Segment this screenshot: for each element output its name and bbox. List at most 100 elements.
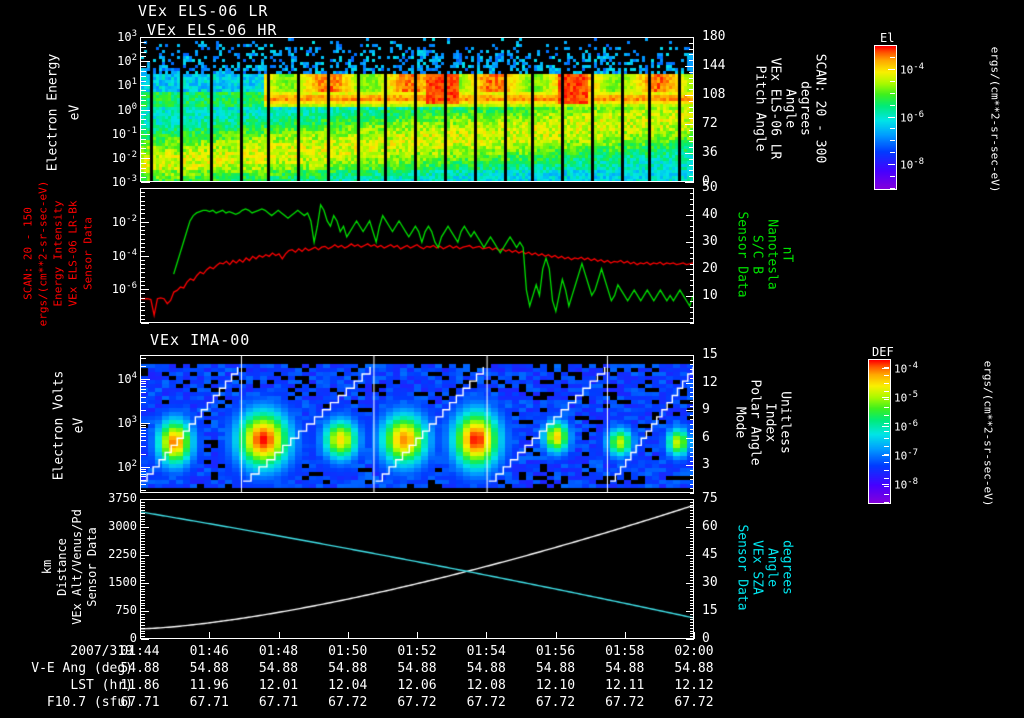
panel4-right-minor-tick [690, 583, 694, 584]
panel4-right-tick: 60 [702, 519, 718, 534]
table-cell: 54.88 [189, 661, 229, 676]
table-cell: 67.72 [535, 695, 576, 710]
panel1-left-minor-tick [141, 99, 146, 101]
panel2-left-tick-mark [141, 200, 145, 202]
panel4-left-minor-tick [141, 538, 145, 540]
panel4-left-minor-tick [141, 597, 145, 598]
panel3-right-minor-tick [690, 382, 694, 384]
panel2-right-minor-tick [690, 306, 694, 308]
table-cell: 01:56 [535, 644, 576, 659]
panel3-left-minor-tick [141, 440, 146, 442]
panel1-left-minor-tick [141, 70, 146, 72]
colorbar1-minor-tick [890, 140, 895, 142]
panel2-left-tick-mark [141, 242, 145, 244]
panel4-left-major-tick [141, 527, 149, 528]
panel2-right-minor-tick [690, 236, 694, 238]
panel4-left-tick: 3000 [108, 519, 137, 533]
panel3-right-minor-tick [690, 419, 694, 421]
panel2-left-tick-mark [141, 280, 145, 282]
panel2-right-minor-tick [690, 231, 694, 233]
table-row-label: LST (hr) [70, 678, 133, 693]
panel3-right-minor-tick [690, 378, 694, 379]
panel3-right-minor-tick [690, 391, 694, 393]
panel4-right-minor-tick [690, 529, 694, 531]
panel1-left-minor-tick [141, 41, 146, 43]
panel1-left-minor-tick [141, 167, 146, 169]
panel1-left-minor-tick [141, 119, 146, 121]
panel1-left-tick: 10-1 [111, 125, 137, 141]
colorbar2-minor-tick [884, 414, 889, 416]
panel4-left-minor-tick [141, 501, 145, 503]
colorbar1-minor-tick [890, 92, 895, 94]
panel1-right-minor-tick [689, 100, 694, 102]
table-row-label: V-E Ang (deg) [31, 661, 133, 676]
panel4-right-tick: 75 [702, 491, 718, 506]
panel4-left-minor-tick [141, 580, 145, 582]
panel4-right-minor-tick [690, 555, 694, 556]
panel3-left-tick: 103 [117, 414, 137, 430]
panel2-left-tick-mark [141, 209, 145, 211]
panel1-right-major-tick [685, 37, 694, 38]
panel3-right-minor-tick [690, 460, 694, 462]
panel4-left-tick: 3750 [108, 491, 137, 505]
panel4-left-minor-tick [141, 613, 145, 615]
panel4-left-minor-tick [141, 521, 145, 523]
panel2-left-tick-mark [141, 234, 145, 236]
panel2-right-minor-tick [690, 215, 694, 216]
panel4-left-minor-tick [141, 588, 145, 590]
panel3-right-minor-tick [690, 433, 694, 435]
panel1-right-minor-tick [689, 60, 694, 62]
panel3-right-minor-tick [690, 368, 694, 370]
panel4-right-minor-tick [690, 613, 694, 615]
panel3-left-major-tick [141, 466, 150, 468]
colorbar1-minor-tick [890, 176, 895, 178]
table-cell: 67.71 [258, 695, 299, 710]
panel1-right-major-tick [685, 124, 694, 125]
panel2-right-minor-tick [690, 312, 694, 314]
panel2-right-minor-tick [690, 209, 694, 211]
panel4-left-minor-tick [141, 566, 145, 568]
panel2-left-tick-mark [141, 221, 149, 223]
panel2-left-tick-mark [141, 192, 145, 194]
panel4-left-tick: 750 [115, 603, 137, 617]
panel4-right-minor-tick [690, 571, 694, 573]
panel4-left-minor-tick [141, 532, 145, 534]
panel3-left-minor-tick [141, 358, 146, 360]
panel4-right-minor-tick [690, 552, 694, 554]
panel1-left-minor-tick [141, 153, 146, 154]
panel1-right-tick: 144 [702, 58, 726, 73]
xaxis-tick [347, 632, 349, 639]
colorbar2-minor-tick [884, 470, 889, 472]
panel3-right-tick: 9 [702, 402, 710, 418]
panel2-right-minor-tick [690, 301, 694, 303]
table-cell: 54.88 [120, 661, 160, 676]
colorbar2-minor-tick [884, 462, 889, 464]
table-cell: 67.72 [466, 695, 506, 710]
panel2-left-tick-mark [141, 259, 145, 261]
panel2-right-minor-tick [690, 193, 694, 195]
panel4-right-minor-tick [690, 630, 694, 632]
panel1-left-tick: 100 [117, 101, 137, 117]
panel3-right-tick: 15 [702, 347, 718, 362]
colorbar2-minor-tick [884, 454, 889, 456]
panel4-right-minor-tick [690, 622, 694, 624]
colorbar2-minor-tick [884, 374, 889, 376]
xaxis-tick [417, 632, 418, 639]
panel3-left-minor-tick [141, 473, 146, 475]
panel4-right-minor-tick [690, 501, 694, 503]
panel4-left-minor-tick [141, 608, 145, 610]
panel1-left-minor-tick [141, 128, 146, 130]
panel4-left-minor-tick [141, 524, 145, 526]
panel4-left-minor-tick [141, 639, 145, 640]
colorbar1-minor-tick [890, 56, 895, 58]
panel1-left-major-tick [141, 85, 150, 87]
table-cell: 12.12 [674, 678, 714, 693]
panel4-left-minor-tick [141, 557, 145, 559]
panel4-right-minor-tick [690, 611, 694, 612]
panel3-right-minor-tick [690, 396, 694, 398]
panel1-right-major-tick [685, 182, 694, 183]
panel4-left-minor-tick [141, 507, 145, 509]
xaxis-tick [209, 632, 211, 639]
colorbar2-unit: ergs/(cm**2-sr-sec-eV) [981, 360, 995, 507]
panel4-right-minor-tick [690, 504, 694, 506]
